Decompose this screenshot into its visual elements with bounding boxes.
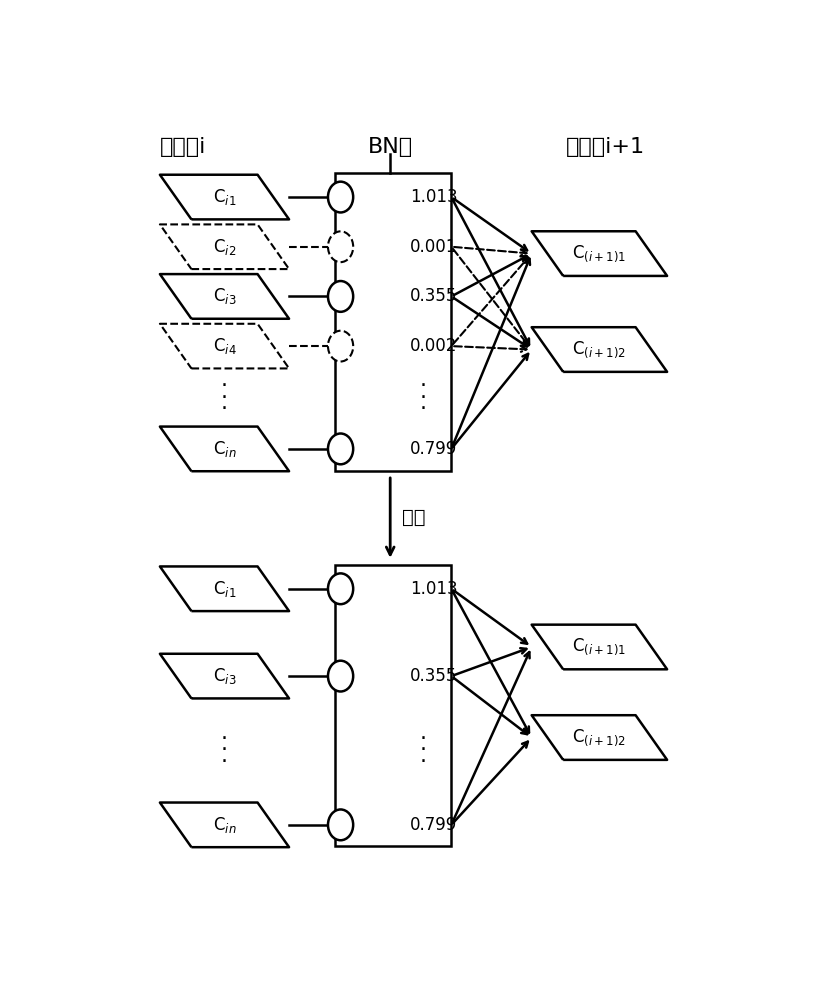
Text: 1.013: 1.013 (411, 188, 458, 206)
Text: ·: · (420, 376, 427, 396)
Text: $\mathrm{C}_{i3}$: $\mathrm{C}_{i3}$ (213, 286, 237, 306)
Text: $\mathrm{C}_{i3}$: $\mathrm{C}_{i3}$ (213, 666, 237, 686)
Text: ·: · (420, 388, 427, 408)
Text: ·: · (221, 388, 228, 408)
Circle shape (328, 231, 353, 262)
Text: $\mathrm{C}_{(i+1)1}$: $\mathrm{C}_{(i+1)1}$ (572, 637, 627, 657)
Text: $\mathrm{C}_{i1}$: $\mathrm{C}_{i1}$ (213, 579, 237, 599)
Text: $\mathrm{C}_{(i+1)2}$: $\mathrm{C}_{(i+1)2}$ (572, 727, 626, 748)
Text: ·: · (420, 740, 427, 760)
Text: 0.355: 0.355 (411, 287, 458, 305)
Text: 0.799: 0.799 (411, 816, 458, 834)
Text: 0.355: 0.355 (411, 667, 458, 685)
Circle shape (328, 281, 353, 312)
Text: $\mathrm{C}_{i1}$: $\mathrm{C}_{i1}$ (213, 187, 237, 207)
Text: $\mathrm{C}_{(i+1)1}$: $\mathrm{C}_{(i+1)1}$ (572, 243, 627, 264)
Text: $\mathrm{C}_{i2}$: $\mathrm{C}_{i2}$ (213, 237, 236, 257)
Text: 0.002: 0.002 (411, 337, 458, 355)
Circle shape (328, 331, 353, 362)
Text: 卷积层i+1: 卷积层i+1 (566, 137, 646, 157)
Text: ·: · (221, 399, 228, 419)
Text: ·: · (420, 752, 427, 772)
Circle shape (328, 573, 353, 604)
Text: 0.799: 0.799 (411, 440, 458, 458)
Text: $\mathrm{C}_{in}$: $\mathrm{C}_{in}$ (213, 439, 237, 459)
Text: $\mathrm{C}_{i4}$: $\mathrm{C}_{i4}$ (213, 336, 237, 356)
Bar (335, 565, 451, 846)
Text: ·: · (221, 752, 228, 772)
Text: ·: · (221, 740, 228, 760)
Text: $\mathrm{C}_{(i+1)2}$: $\mathrm{C}_{(i+1)2}$ (572, 339, 626, 360)
Text: ·: · (420, 729, 427, 749)
Circle shape (328, 434, 353, 464)
Text: 0.001: 0.001 (411, 238, 458, 256)
Text: $\mathrm{C}_{in}$: $\mathrm{C}_{in}$ (213, 815, 237, 835)
Circle shape (328, 809, 353, 840)
Circle shape (328, 182, 353, 212)
Text: BN层: BN层 (367, 137, 413, 157)
Text: ·: · (420, 399, 427, 419)
Text: 剪枝: 剪枝 (402, 508, 425, 527)
Circle shape (328, 661, 353, 691)
Bar (335, 173, 451, 471)
Text: ·: · (221, 376, 228, 396)
Text: 1.013: 1.013 (411, 580, 458, 598)
Text: ·: · (221, 729, 228, 749)
Text: 卷积层i: 卷积层i (160, 137, 207, 157)
